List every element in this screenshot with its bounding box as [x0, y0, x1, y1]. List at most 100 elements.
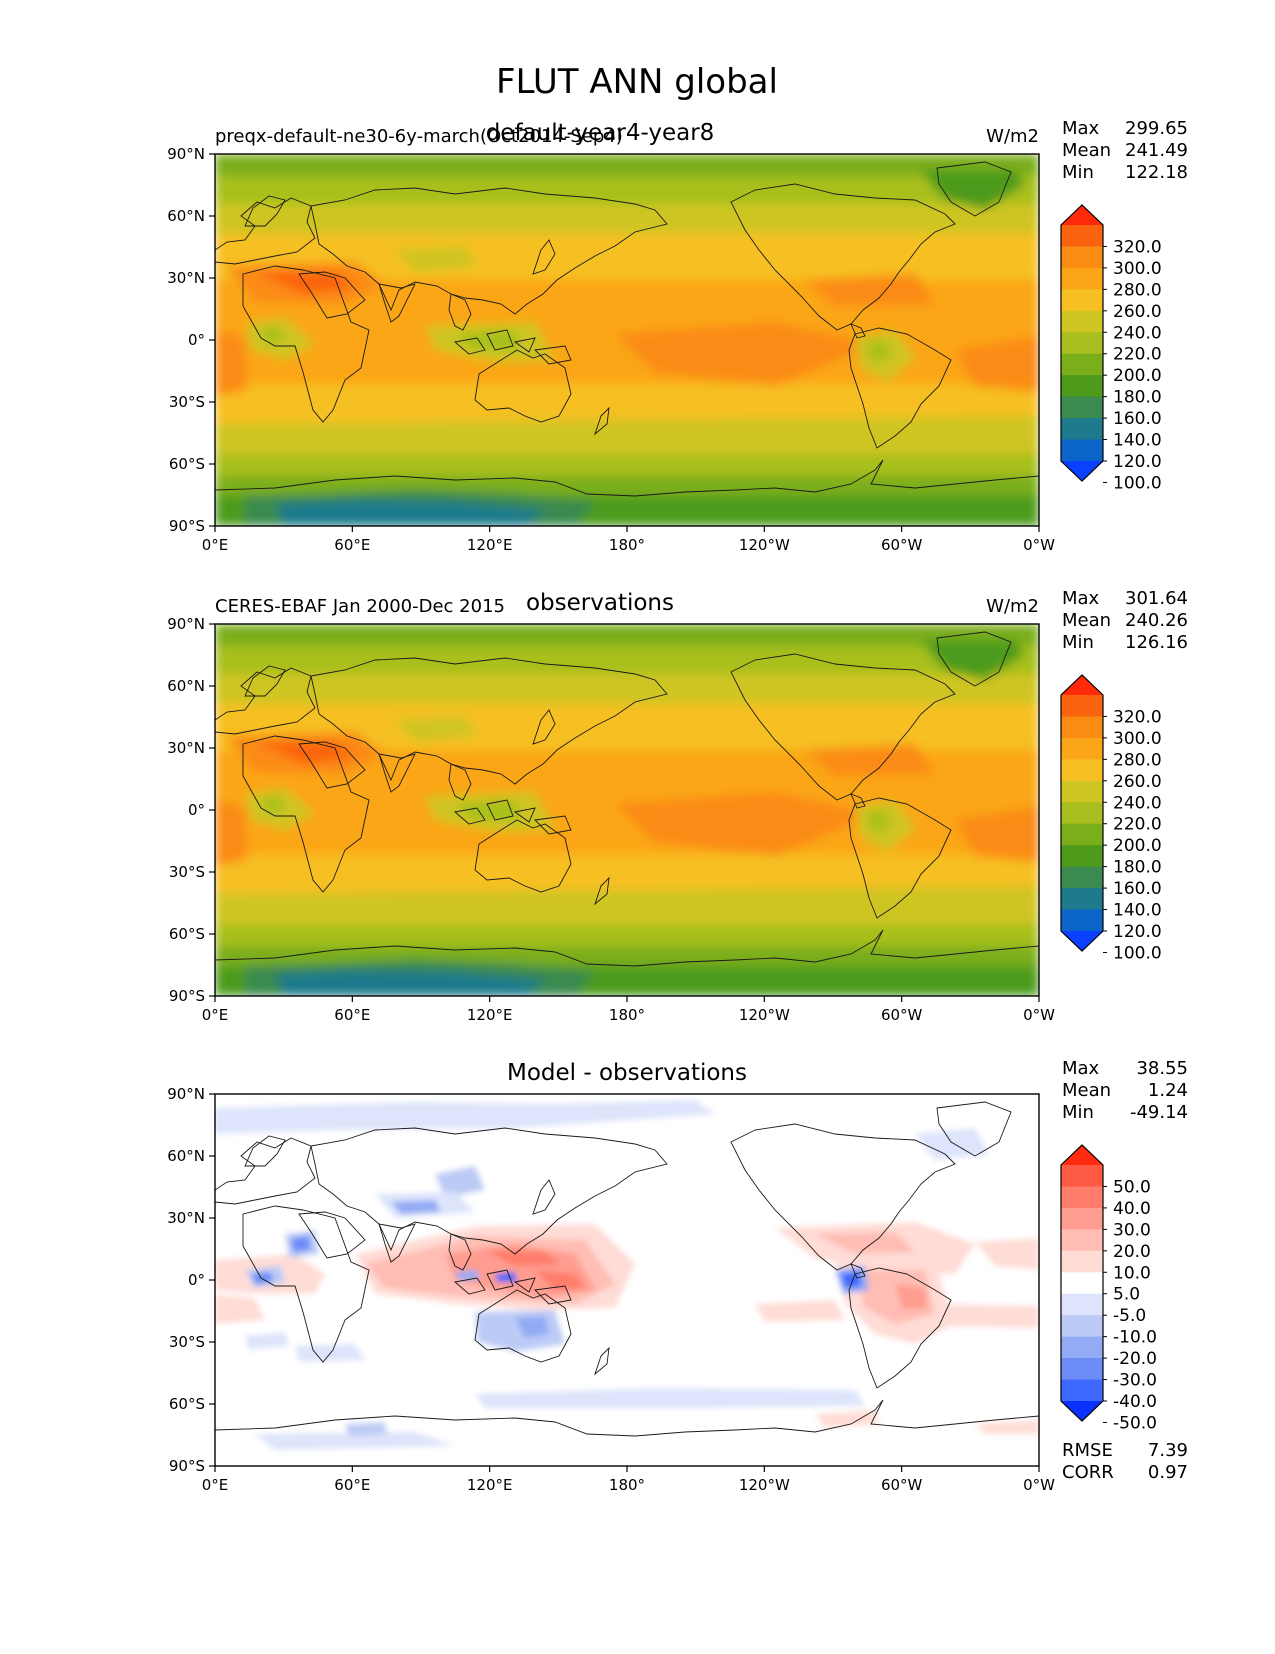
panel-left-label: CERES-EBAF Jan 2000-Dec 2015 — [215, 596, 505, 617]
panel-test: 90°N 60°N 30°N 0° 30°S 60°S 90°S0°E 60°E 120°E 18… — [167, 118, 1188, 554]
colorbar-segment — [1061, 909, 1103, 932]
lat-tick-label: 0° — [188, 331, 205, 349]
colorbar-tick-label: 120.0 — [1113, 922, 1162, 942]
lat-tick-label: 90°N — [167, 145, 205, 163]
colorbar-tick-label: 100.0 — [1113, 943, 1162, 963]
colorbar-tick-label: 280.0 — [1113, 280, 1162, 300]
contour-fill — [215, 154, 1039, 526]
colorbar-segment — [1061, 1186, 1103, 1209]
colorbar-tick-label: 220.0 — [1113, 345, 1162, 365]
lon-tick-label: 120°W — [739, 1476, 790, 1494]
colorbar: 320.0300.0280.0260.0240.0220.0200.0180.0… — [1060, 674, 1162, 963]
lat-tick-label: 30°N — [167, 1209, 205, 1227]
colorbar-tick-label: -50.0 — [1113, 1413, 1157, 1433]
lon-tick-label: 0°W — [1023, 1006, 1055, 1024]
colorbar-tick-label: 10.0 — [1113, 1263, 1151, 1283]
stat-value: 122.18 — [1125, 162, 1188, 183]
lon-tick-label: 180° — [609, 536, 645, 554]
colorbar-segment — [1061, 780, 1103, 803]
colorbar-segment — [1061, 759, 1103, 782]
lon-tick-label: 60°E — [334, 536, 370, 554]
lon-tick-label: 60°W — [881, 1006, 923, 1024]
lon-tick-label: 120°E — [467, 1476, 513, 1494]
colorbar-tick-label: 200.0 — [1113, 366, 1162, 386]
extra-stat-label: CORR — [1062, 1462, 1114, 1483]
colorbar-tick-label: 180.0 — [1113, 388, 1162, 408]
colorbar-tick-label: 240.0 — [1113, 323, 1162, 343]
lat-tick-label: 30°N — [167, 739, 205, 757]
lon-tick-label: 120°E — [467, 1006, 513, 1024]
colorbar-extend-max — [1061, 675, 1103, 695]
colorbar-segment — [1061, 1165, 1103, 1187]
map-field — [215, 154, 1039, 526]
colorbar-tick-label: -40.0 — [1113, 1392, 1157, 1412]
lat-tick-label: 90°N — [167, 1085, 205, 1103]
panel-center-title: default-year4-year8 — [486, 120, 715, 146]
lat-tick-label: 60°S — [169, 925, 205, 943]
lon-tick-label: 0°E — [202, 1006, 229, 1024]
stat-label: Max — [1062, 1058, 1100, 1079]
lon-tick-label: 0°W — [1023, 536, 1055, 554]
colorbar-tick-label: 220.0 — [1113, 815, 1162, 835]
colorbar-segment — [1061, 737, 1103, 760]
panel-left-label: preqx-default-ne30-6y-march(Oct2014-Sep4… — [215, 126, 623, 147]
panel-center-title: observations — [526, 590, 674, 616]
extra-stat-value: 0.97 — [1148, 1462, 1188, 1483]
map-field — [215, 624, 1039, 996]
stat-value: 240.26 — [1125, 610, 1188, 631]
colorbar: 50.040.030.020.010.05.0-5.0-10.0-20.0-30… — [1060, 1144, 1157, 1433]
lon-tick-label: 60°W — [881, 1476, 923, 1494]
contour-fill — [215, 624, 1039, 996]
colorbar-segment — [1061, 353, 1103, 376]
panel-reference: 90°N 60°N 30°N 0° 30°S 60°S 90°S0°E 60°E 120°E 18… — [167, 588, 1188, 1024]
colorbar-tick-label: -10.0 — [1113, 1328, 1157, 1348]
stat-label: Max — [1062, 118, 1100, 139]
lat-tick-label: 90°S — [169, 987, 205, 1005]
stat-label: Min — [1062, 632, 1094, 653]
colorbar-tick-label: -5.0 — [1113, 1306, 1146, 1326]
figure-title: FLUT ANN global — [496, 62, 778, 102]
stat-label: Mean — [1062, 610, 1111, 631]
colorbar-segment — [1061, 332, 1103, 355]
colorbar-segment — [1061, 267, 1103, 290]
colorbar-segment — [1061, 888, 1103, 911]
colorbar-tick-label: 20.0 — [1113, 1242, 1151, 1262]
colorbar-segment — [1061, 1229, 1103, 1252]
colorbar-segment — [1061, 439, 1103, 462]
colorbar-tick-label: 280.0 — [1113, 750, 1162, 770]
colorbar-segment — [1061, 1293, 1103, 1316]
colorbar-tick-label: 320.0 — [1113, 707, 1162, 727]
stat-value: 299.65 — [1125, 118, 1188, 139]
colorbar-tick-label: 120.0 — [1113, 452, 1162, 472]
colorbar-tick-label: 300.0 — [1113, 729, 1162, 749]
lat-tick-label: 60°N — [167, 1147, 205, 1165]
lon-tick-label: 0°W — [1023, 1476, 1055, 1494]
colorbar-tick-label: 50.0 — [1113, 1177, 1151, 1197]
colorbar-extend-min — [1061, 1401, 1103, 1421]
colorbar-tick-label: 140.0 — [1113, 431, 1162, 451]
colorbar-tick-label: 300.0 — [1113, 259, 1162, 279]
colorbar: 320.0300.0280.0260.0240.0220.0200.0180.0… — [1060, 204, 1162, 493]
lon-tick-label: 0°E — [202, 1476, 229, 1494]
colorbar-tick-label: 260.0 — [1113, 772, 1162, 792]
stat-label: Mean — [1062, 140, 1111, 161]
lat-tick-label: 90°S — [169, 1457, 205, 1475]
panel-diff: 90°N 60°N 30°N 0° 30°S 60°S 90°S0°E 60°E 120°E 18… — [167, 1058, 1188, 1494]
extra-stat-value: 7.39 — [1148, 1440, 1188, 1461]
lon-tick-label: 120°W — [739, 536, 790, 554]
lon-tick-label: 120°E — [467, 536, 513, 554]
lat-tick-label: 0° — [188, 1271, 205, 1289]
colorbar-segment — [1061, 1358, 1103, 1381]
colorbar-segment — [1061, 225, 1103, 247]
lat-tick-label: 30°N — [167, 269, 205, 287]
colorbar-segment — [1061, 1379, 1103, 1402]
colorbar-segment — [1061, 1207, 1103, 1230]
stat-value: 241.49 — [1125, 140, 1188, 161]
colorbar-extend-max — [1061, 1145, 1103, 1165]
colorbar-segment — [1061, 845, 1103, 868]
stat-value: -49.14 — [1130, 1102, 1188, 1123]
stat-value: 1.24 — [1148, 1080, 1188, 1101]
panel-units: W/m2 — [986, 596, 1039, 617]
colorbar-segment — [1061, 1315, 1103, 1338]
